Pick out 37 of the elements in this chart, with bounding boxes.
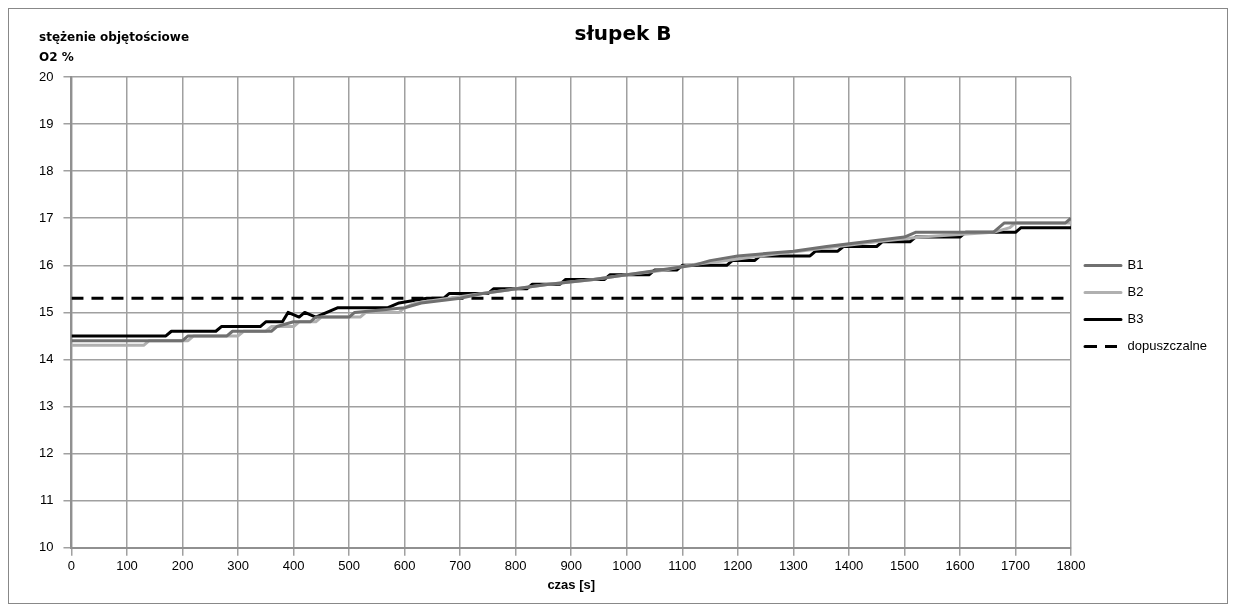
x-tick-label: 1400 bbox=[834, 558, 864, 574]
y-tick-label: 18 bbox=[38, 162, 54, 178]
x-tick-label: 200 bbox=[171, 558, 194, 574]
x-tick-label: 1100 bbox=[668, 558, 697, 574]
x-tick-label: 1700 bbox=[1001, 558, 1030, 574]
y-tick-label: 12 bbox=[38, 445, 54, 461]
y-tick-label: 17 bbox=[38, 209, 54, 225]
legend-label: B1 bbox=[1127, 257, 1144, 273]
y-tick-label: 19 bbox=[38, 115, 54, 131]
y-tick-label: 20 bbox=[38, 68, 54, 84]
legend-label: dopuszczalne bbox=[1127, 338, 1207, 354]
x-tick-label: 0 bbox=[67, 558, 76, 574]
x-tick-label: 1200 bbox=[723, 558, 753, 574]
x-tick-label: 500 bbox=[338, 558, 360, 574]
chart-title: słupek B bbox=[574, 21, 672, 46]
x-tick-label: 800 bbox=[504, 558, 527, 574]
y-tick-label: 13 bbox=[38, 398, 54, 414]
legend-label: B3 bbox=[1127, 311, 1144, 327]
x-tick-label: 1300 bbox=[778, 558, 808, 574]
y-tick-label: 14 bbox=[38, 351, 54, 367]
x-tick-label: 1000 bbox=[612, 558, 642, 574]
x-tick-label: 700 bbox=[449, 558, 472, 574]
x-tick-label: 1800 bbox=[1056, 558, 1086, 574]
x-tick-label: 1500 bbox=[889, 558, 919, 574]
x-tick-label: 400 bbox=[282, 558, 305, 574]
x-axis-title: czas [s] bbox=[547, 576, 596, 592]
y-axis-title: stężenie objętościowe O2 % bbox=[39, 29, 191, 66]
x-tick-label: 300 bbox=[227, 558, 249, 574]
y-tick-label: 16 bbox=[38, 256, 54, 272]
y-tick-label: 11 bbox=[39, 492, 54, 508]
x-tick-label: 600 bbox=[393, 558, 416, 574]
legend-label: B2 bbox=[1127, 284, 1144, 300]
y-tick-label: 10 bbox=[38, 539, 54, 555]
x-tick-label: 100 bbox=[116, 558, 138, 574]
x-tick-label: 1600 bbox=[945, 558, 975, 574]
x-tick-label: 900 bbox=[560, 558, 583, 574]
y-tick-label: 15 bbox=[38, 303, 54, 319]
